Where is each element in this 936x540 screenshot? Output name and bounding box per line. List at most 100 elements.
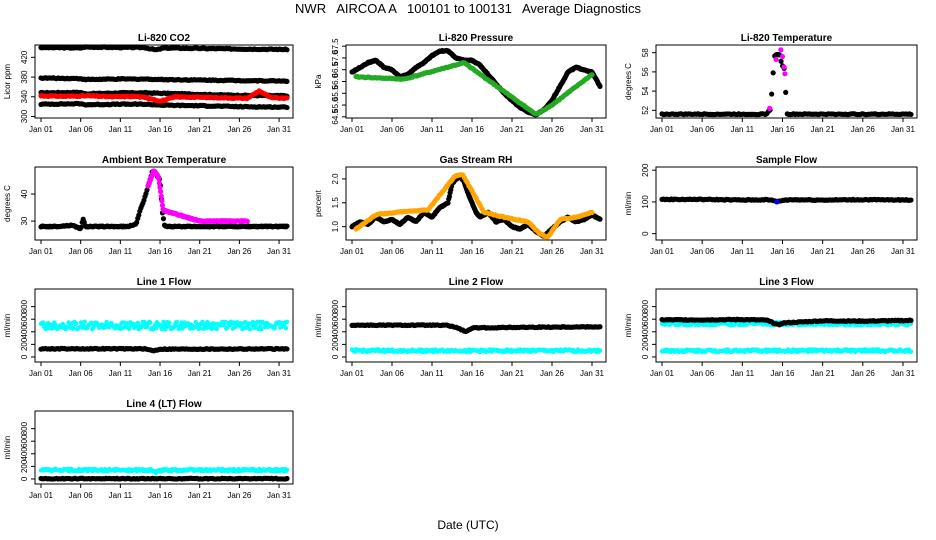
x-tick-label: Jan 26 <box>227 247 252 256</box>
series-sample <box>659 347 914 355</box>
x-tick-label: Jan 26 <box>540 247 565 256</box>
y-tick-label: 40 <box>20 189 29 198</box>
data-point <box>159 198 165 204</box>
x-tick-label: Jan 31 <box>580 247 605 256</box>
data-point <box>73 321 79 326</box>
data-point <box>259 327 264 332</box>
y-tick-label: 800 <box>20 299 29 313</box>
x-tick-label: Jan 16 <box>770 369 795 378</box>
x-tick-label: Jan 26 <box>851 125 876 134</box>
x-tick-label: Jan 01 <box>29 369 54 378</box>
x-tick-label: Jan 16 <box>460 247 485 256</box>
x-tick-label: Jan 21 <box>811 247 836 256</box>
plot-frame <box>34 166 294 241</box>
x-tick-label: Jan 06 <box>380 125 405 134</box>
x-tick-label: Jan 06 <box>380 247 405 256</box>
data-point <box>284 104 290 111</box>
data-point <box>284 319 290 324</box>
data-point <box>589 209 595 216</box>
y-tick-label: 300 <box>20 109 29 123</box>
data-point <box>158 188 164 195</box>
data-point <box>250 319 256 325</box>
x-tick-label: Jan 11 <box>420 247 444 256</box>
x-tick-label: Jan 31 <box>891 369 916 378</box>
y-axis-label: ml/min <box>624 192 633 216</box>
data-point <box>781 64 787 70</box>
data-point <box>78 224 84 230</box>
x-tick-label: Jan 16 <box>148 369 173 378</box>
x-tick-label: Jan 01 <box>340 125 365 134</box>
chart-title: Line 2 Flow <box>449 277 504 288</box>
y-tick-label: 0 <box>641 231 650 236</box>
x-tick-label: Jan 01 <box>29 247 54 256</box>
x-tick-label: Jan 11 <box>731 247 755 256</box>
x-tick-label: Jan 11 <box>731 125 755 134</box>
data-point <box>782 71 788 77</box>
data-point <box>160 216 167 222</box>
data-point <box>284 467 290 472</box>
y-axis-label: Licor ppm <box>3 64 12 99</box>
x-tick-label: Jan 31 <box>891 247 916 256</box>
x-tick-label: Jan 21 <box>188 369 213 378</box>
y-axis-label: kPa <box>314 74 323 88</box>
series-reference <box>353 60 595 117</box>
series-rh <box>349 174 603 239</box>
series-bypass <box>38 466 290 476</box>
chart-title: Line 4 (LT) Flow <box>126 399 202 410</box>
y-tick-label: 1.5 <box>331 197 340 209</box>
y-tick-label: 66.5 <box>331 61 340 77</box>
x-tick-label: Jan 01 <box>650 369 675 378</box>
plot-frame <box>655 166 918 241</box>
data-point <box>148 320 153 325</box>
data-point <box>134 219 140 225</box>
data-point <box>284 78 290 85</box>
x-tick-label: Jan 21 <box>811 125 836 134</box>
y-tick-label: 30 <box>20 216 29 225</box>
chart-1: Li-820 PressurekPa64.565.065.566.066.567… <box>314 33 607 134</box>
data-point <box>82 319 87 324</box>
chart-title: Li-820 Temperature <box>741 33 833 44</box>
data-point <box>597 216 603 222</box>
data-point <box>156 180 162 186</box>
x-tick-label: Jan 11 <box>109 369 133 378</box>
x-tick-label: Jan 31 <box>267 491 292 500</box>
y-tick-label: 800 <box>641 299 650 313</box>
series-sample <box>349 347 603 355</box>
y-tick-label: 66.0 <box>331 73 340 89</box>
y-tick-label: 200 <box>641 163 650 177</box>
series-alert <box>767 47 788 111</box>
x-tick-label: Jan 26 <box>540 125 565 134</box>
data-point <box>284 475 290 482</box>
x-tick-label: Jan 01 <box>340 369 365 378</box>
data-point <box>156 176 162 182</box>
y-tick-label: 56 <box>641 67 650 76</box>
data-point <box>597 83 603 89</box>
data-point <box>284 47 290 53</box>
series-std4 <box>38 100 290 111</box>
data-point <box>197 326 202 331</box>
x-tick-label: Jan 16 <box>148 125 173 134</box>
x-tick-label: Jan 31 <box>267 369 292 378</box>
x-tick-label: Jan 11 <box>731 369 755 378</box>
chart-title: Sample Flow <box>756 155 817 166</box>
data-point <box>244 218 250 224</box>
data-point <box>774 199 780 205</box>
figure-x-axis-label: Date (UTC) <box>437 518 499 532</box>
y-tick-label: 0 <box>20 476 29 481</box>
y-axis-label: ml/min <box>3 436 12 460</box>
chart-title: Li-820 Pressure <box>439 33 514 44</box>
y-axis-label: degrees C <box>624 63 633 100</box>
data-point <box>284 346 290 352</box>
x-tick-label: Jan 26 <box>540 369 565 378</box>
data-point <box>174 319 180 325</box>
x-tick-label: Jan 21 <box>188 247 213 256</box>
x-tick-label: Jan 21 <box>500 125 525 134</box>
y-tick-label: 800 <box>331 299 340 313</box>
y-tick-label: 67.0 <box>331 50 340 66</box>
chart-title: Gas Stream RH <box>440 155 513 166</box>
